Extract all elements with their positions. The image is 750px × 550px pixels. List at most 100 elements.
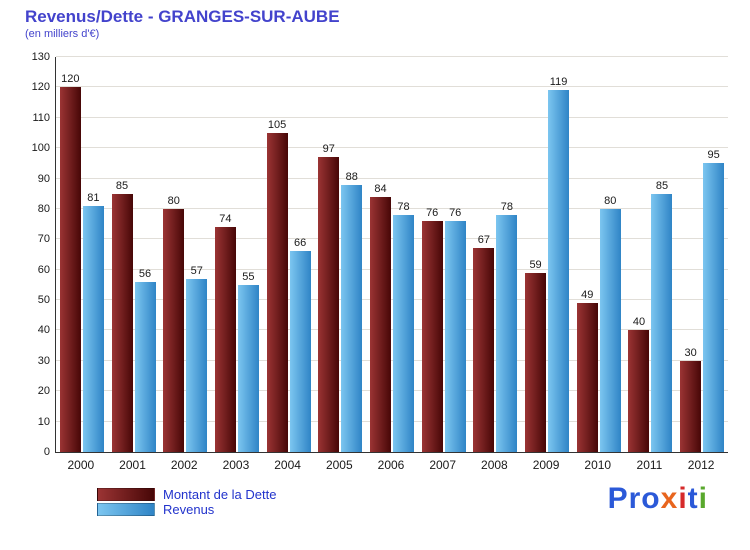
y-tick-label: 90	[37, 172, 50, 185]
bar-revenus	[341, 184, 363, 452]
bar-dette	[628, 330, 650, 452]
y-tick-label: 50	[37, 294, 50, 307]
bar-dette	[111, 193, 133, 452]
bar-dette	[421, 221, 443, 452]
gridline	[56, 420, 728, 422]
gridline	[56, 86, 728, 88]
bar-dette	[163, 208, 185, 452]
bar-revenus	[289, 251, 311, 452]
bar-value-label: 120	[61, 73, 80, 86]
bar-value-label: 59	[529, 258, 542, 271]
bar-revenus	[496, 215, 518, 452]
legend-label-dette: Montant de la Dette	[163, 486, 277, 502]
bar-value-label: 105	[267, 118, 287, 131]
plot-area: 120 81 85 56 80 57 74 55 105 66 97 88 84 78 76 76 67 78 59…	[55, 56, 728, 453]
bar-revenus	[651, 193, 673, 452]
logo-letter: i	[698, 482, 708, 515]
bar-value-label: 78	[397, 201, 410, 213]
bar-value-label: 80	[604, 194, 617, 207]
bar-value-label: 66	[293, 237, 307, 250]
legend-item-revenus: Revenus	[97, 501, 276, 517]
bar-value-label: 97	[322, 143, 335, 156]
bar-value-label: 81	[87, 191, 100, 204]
x-tick-label: 2000	[67, 458, 95, 472]
proxiti-logo[interactable]: Proxiti	[608, 482, 708, 516]
chart-title: Revenus/Dette - GRANGES-SUR-AUBE	[25, 7, 340, 26]
bar-revenus	[444, 221, 466, 452]
bar-revenus	[82, 205, 104, 452]
logo-letter: t	[687, 482, 699, 515]
bar-value-label: 84	[374, 182, 387, 195]
bar-value-label: 76	[426, 207, 439, 220]
y-tick-label: 60	[37, 263, 50, 276]
bar-value-label: 78	[500, 201, 513, 213]
gridline	[56, 207, 728, 209]
legend-swatch-revenus	[97, 502, 155, 516]
x-tick-label: 2003	[222, 458, 250, 472]
gridline	[56, 299, 728, 301]
bar-revenus	[237, 284, 259, 452]
bar-dette	[214, 227, 236, 452]
bar-revenus	[599, 208, 621, 452]
y-tick-label: 120	[31, 81, 50, 94]
logo-letter: o	[641, 482, 661, 515]
bar-revenus	[548, 90, 570, 452]
bar-value-label: 119	[549, 76, 568, 89]
gridline	[56, 238, 728, 240]
y-tick-label: 110	[32, 111, 50, 124]
bar-dette	[576, 303, 598, 452]
bar-value-label: 85	[655, 179, 669, 192]
x-tick-label: 2009	[532, 458, 560, 472]
gridline	[56, 56, 728, 57]
logo-letter: x	[660, 482, 679, 515]
gridline	[56, 329, 728, 331]
gridline	[56, 116, 728, 118]
x-tick-label: 2012	[687, 458, 715, 472]
gridline	[56, 359, 728, 361]
x-tick-label: 2006	[377, 458, 405, 472]
gridline	[56, 390, 728, 392]
y-tick-label: 80	[37, 202, 50, 215]
x-tick-label: 2010	[584, 458, 612, 472]
bar-value-label: 40	[632, 316, 646, 329]
logo-letter: i	[678, 482, 688, 515]
legend-label-revenus: Revenus	[163, 501, 215, 517]
x-tick-label: 2011	[636, 458, 663, 472]
bar-dette	[266, 132, 288, 452]
chart-subtitle: (en milliers d'€)	[25, 28, 100, 40]
y-tick-label: 0	[43, 446, 50, 458]
bar-revenus	[134, 281, 156, 452]
y-tick-label: 30	[37, 354, 50, 367]
bar-value-label: 76	[449, 207, 462, 220]
bar-value-label: 57	[190, 264, 203, 277]
bar-value-label: 80	[167, 194, 180, 207]
bar-value-label: 56	[138, 267, 152, 280]
y-tick-label: 20	[37, 385, 50, 398]
gridline	[56, 268, 728, 270]
bar-value-label: 74	[219, 213, 232, 226]
logo-letter: r	[628, 482, 642, 515]
legend: Montant de la Dette Revenus	[97, 487, 276, 517]
bar-value-label: 95	[707, 149, 720, 162]
y-tick-label: 40	[37, 324, 50, 337]
y-tick-label: 100	[31, 142, 50, 155]
x-tick-label: 2002	[170, 458, 198, 472]
bar-dette	[318, 157, 340, 452]
bar-revenus	[703, 163, 725, 452]
bar-revenus	[186, 278, 208, 452]
gridline	[56, 177, 728, 179]
bar-dette	[680, 360, 702, 452]
bar-revenus	[393, 215, 414, 452]
bar-value-label: 85	[115, 179, 129, 192]
bar-value-label: 88	[345, 170, 358, 183]
x-tick-label: 2008	[481, 458, 508, 472]
x-tick-label: 2004	[274, 458, 301, 472]
y-tick-label: 70	[37, 233, 50, 246]
x-tick-label: 2005	[325, 458, 353, 472]
x-tick-label: 2007	[429, 458, 457, 472]
bar-dette	[525, 272, 547, 452]
bar-dette	[473, 248, 495, 452]
x-tick-label: 2001	[119, 458, 146, 472]
bar-value-label: 49	[581, 289, 594, 302]
